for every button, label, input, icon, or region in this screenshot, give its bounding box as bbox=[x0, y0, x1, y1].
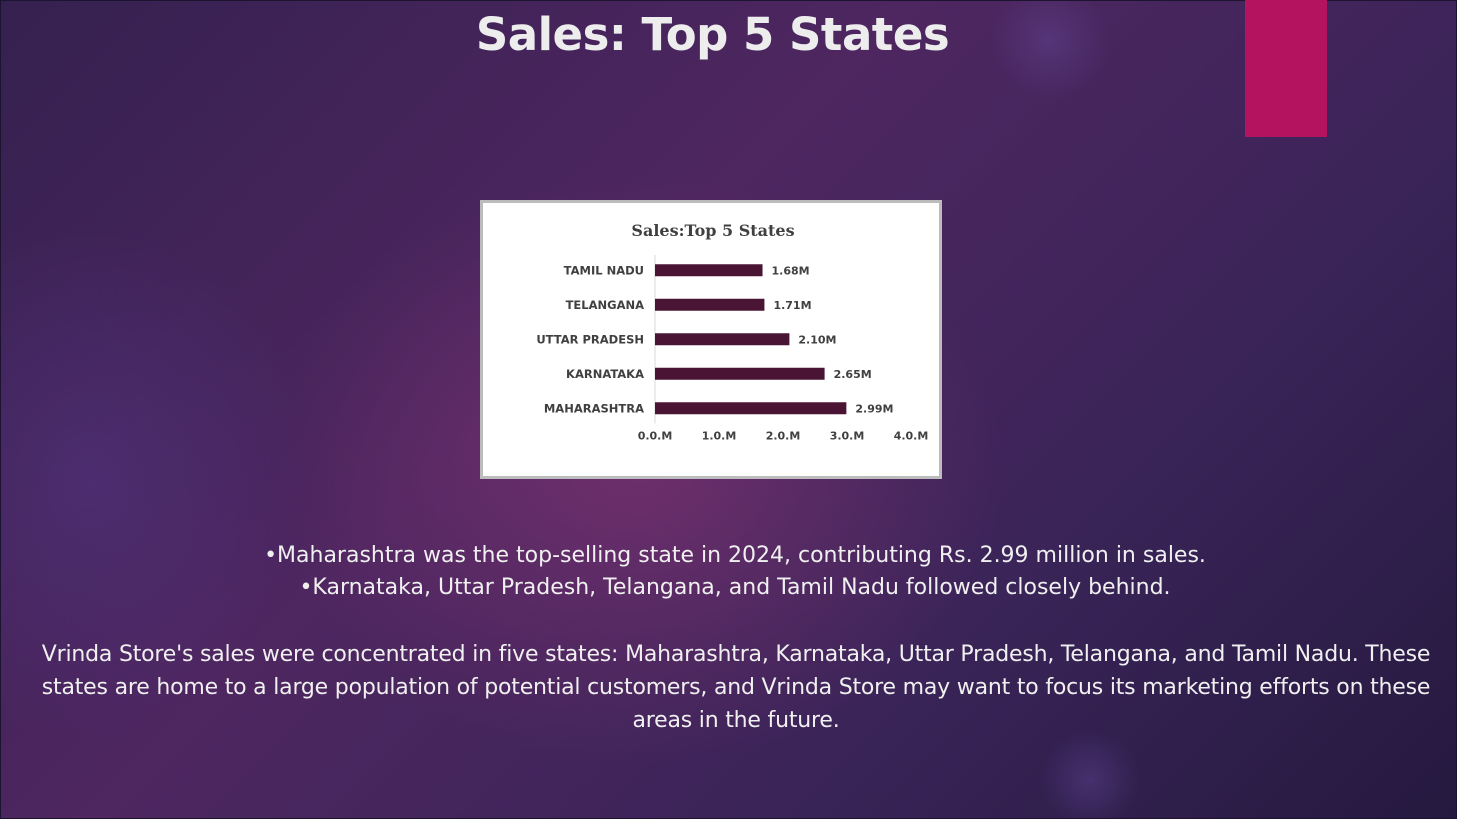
bullet-item: •Maharashtra was the top-selling state i… bbox=[264, 543, 1206, 568]
bar bbox=[655, 264, 763, 277]
category-label: UTTAR PRADESH bbox=[536, 332, 644, 346]
bar bbox=[655, 333, 790, 346]
data-label: 1.68M bbox=[772, 264, 810, 277]
bullet-item: •Karnataka, Uttar Pradesh, Telangana, an… bbox=[299, 575, 1171, 600]
x-tick-label: 1.0.M bbox=[702, 430, 737, 443]
data-label: 1.71M bbox=[773, 299, 811, 312]
bar bbox=[655, 298, 765, 311]
x-tick-label: 3.0.M bbox=[830, 430, 865, 443]
accent-bar bbox=[1245, 0, 1327, 137]
category-label: KARNATAKA bbox=[566, 367, 644, 381]
x-tick-label: 2.0.M bbox=[766, 430, 801, 443]
x-tick-label: 4.0.M bbox=[894, 430, 929, 443]
slide-title: Sales: Top 5 States bbox=[475, 8, 950, 61]
category-label: MAHARASHTRA bbox=[544, 401, 644, 415]
chart-frame: Sales:Top 5 States TAMIL NADU 1.68M TELANG… bbox=[480, 200, 942, 479]
data-label: 2.65M bbox=[834, 368, 872, 381]
x-tick-label: 0.0.M bbox=[638, 430, 673, 443]
category-label: TAMIL NADU bbox=[564, 263, 644, 277]
chart-title: Sales:Top 5 States bbox=[631, 221, 794, 240]
category-label: TELANGANA bbox=[566, 298, 645, 312]
summary-paragraph: Vrinda Store's sales were concentrated i… bbox=[41, 642, 1431, 733]
bar bbox=[655, 367, 825, 380]
bar-chart: Sales:Top 5 States TAMIL NADU 1.68M TELANG… bbox=[536, 221, 929, 443]
bullet-list: •Maharashtra was the top-selling state i… bbox=[0, 540, 1457, 604]
data-label: 2.10M bbox=[798, 333, 836, 346]
bar bbox=[655, 402, 847, 415]
data-label: 2.99M bbox=[855, 402, 893, 415]
